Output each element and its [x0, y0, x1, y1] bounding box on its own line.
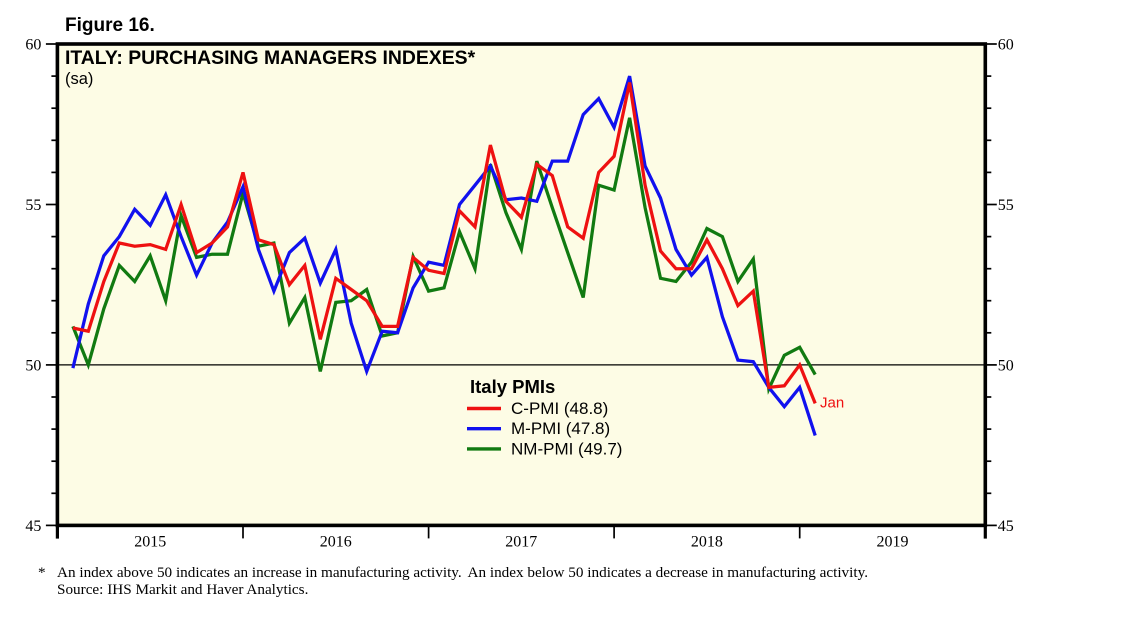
svg-text:55: 55 — [25, 197, 41, 214]
svg-text:2016: 2016 — [320, 534, 352, 551]
svg-text:2015: 2015 — [134, 534, 166, 551]
svg-text:2019: 2019 — [877, 534, 909, 551]
svg-text:Figure 16.: Figure 16. — [65, 15, 155, 36]
svg-text:60: 60 — [998, 37, 1014, 54]
svg-text:Jan: Jan — [820, 395, 844, 412]
svg-text:C-PMI (48.8): C-PMI (48.8) — [511, 399, 608, 418]
svg-text:M-PMI (47.8): M-PMI (47.8) — [511, 419, 610, 438]
svg-text:*: * — [38, 564, 46, 581]
svg-text:An index below 50 indicates a: An index below 50 indicates a decrease i… — [468, 564, 869, 581]
svg-text:55: 55 — [998, 197, 1014, 214]
svg-text:An index above 50 indicates an: An index above 50 indicates an increase … — [57, 564, 462, 581]
svg-text:Italy PMIs: Italy PMIs — [470, 376, 555, 397]
svg-text:50: 50 — [998, 358, 1014, 375]
svg-text:Source: IHS Markit and Haver A: Source: IHS Markit and Haver Analytics. — [57, 581, 308, 598]
svg-text:(sa): (sa) — [65, 70, 93, 88]
svg-text:45: 45 — [25, 518, 41, 535]
svg-text:45: 45 — [998, 518, 1014, 535]
svg-text:2017: 2017 — [505, 534, 537, 551]
svg-text:60: 60 — [25, 37, 41, 54]
svg-text:NM-PMI (49.7): NM-PMI (49.7) — [511, 439, 622, 458]
svg-text:ITALY: PURCHASING MANAGERS IND: ITALY: PURCHASING MANAGERS INDEXES* — [65, 47, 476, 69]
svg-text:50: 50 — [25, 358, 41, 375]
svg-text:2018: 2018 — [691, 534, 723, 551]
